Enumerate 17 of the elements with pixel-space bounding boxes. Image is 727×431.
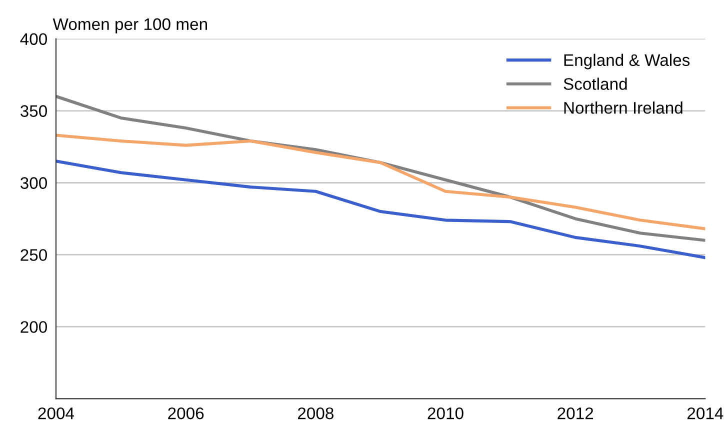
y-axis-title: Women per 100 men [52, 18, 207, 34]
legend-label: Northern Ireland [564, 102, 682, 114]
x-tick-label: 2006 [168, 407, 204, 420]
y-tick-label: 200 [20, 321, 47, 333]
y-tick-label: 400 [20, 33, 47, 45]
y-tick-label: 250 [20, 249, 47, 261]
line-series [56, 160, 706, 260]
legend-label: England & Wales [564, 54, 690, 70]
x-tick-label: 2008 [298, 407, 334, 420]
x-tick-label: 2004 [38, 407, 74, 420]
y-tick-label: 300 [20, 177, 47, 189]
x-tick-label: 2014 [687, 407, 724, 420]
line-series [56, 134, 706, 230]
x-tick-label: 2012 [558, 407, 594, 420]
y-tick-label: 350 [20, 105, 47, 117]
x-tick-label: 2010 [428, 407, 464, 420]
legend-label: Scotland [564, 78, 627, 90]
